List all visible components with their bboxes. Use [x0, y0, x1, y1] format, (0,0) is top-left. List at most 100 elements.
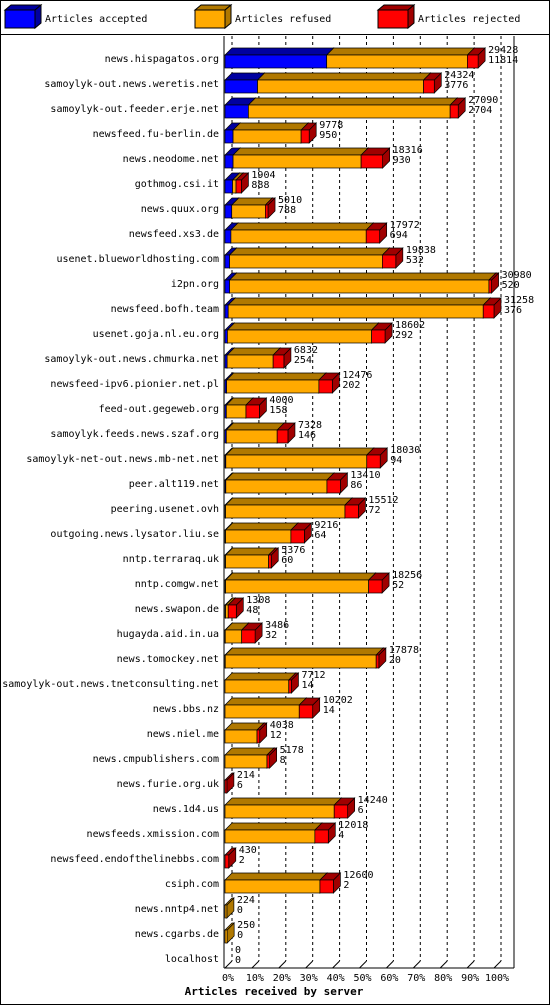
accepted-label: 86: [350, 480, 362, 491]
bar-front: [229, 254, 383, 269]
bar-front: [225, 554, 269, 569]
tick-mark: [466, 960, 475, 969]
bar-front: [224, 329, 228, 344]
bar-segment: [224, 572, 377, 594]
bar-front: [230, 229, 367, 244]
tick-mark: [332, 960, 340, 969]
x-tick-label: 60%: [380, 973, 398, 984]
category-label: usenet.blueworldhosting.com: [56, 254, 219, 265]
bar-front: [326, 479, 341, 494]
total-label: 1308: [246, 595, 270, 606]
bar-segment: [365, 447, 389, 469]
legend-swatch: [377, 9, 409, 29]
bar-front: [276, 429, 289, 444]
legend-label: Articles accepted: [45, 14, 147, 25]
tick-mark: [359, 960, 367, 969]
bar-front: [226, 379, 320, 394]
total-label: 30980: [502, 270, 532, 281]
bar-segment: [422, 72, 443, 94]
bar-top: [256, 72, 432, 81]
bar-front: [482, 304, 495, 319]
bar-segment: [287, 672, 300, 694]
bar-front: [224, 104, 249, 119]
bar-front: [225, 604, 229, 619]
category-label: samoylyk-out.news.chmurka.net: [44, 354, 219, 365]
bar-segment: [449, 97, 467, 119]
x-axis-title: Articles received by server: [185, 985, 364, 998]
bar-segment: [227, 297, 492, 319]
legend-swatch: [194, 9, 226, 29]
bar-front: [371, 329, 386, 344]
bar-top: [224, 547, 277, 556]
bar-top: [224, 47, 335, 56]
bar-front: [235, 179, 242, 194]
total-label: 18602: [395, 320, 425, 331]
bar-top: [224, 472, 335, 481]
bar-segment: [224, 772, 235, 794]
category-label: peering.usenet.ovh: [111, 504, 219, 515]
bar-segment: [482, 297, 502, 319]
bar-front: [224, 679, 290, 694]
tick-mark: [493, 960, 502, 969]
category-label: samoylyk-out.news.tnetconsulting.net: [2, 679, 219, 690]
legend-label: Articles refused: [235, 14, 331, 25]
category-label: news.niel.me: [147, 729, 219, 740]
bar-segment: [290, 522, 313, 544]
legend-swatch: [4, 9, 36, 29]
tick-mark: [251, 960, 260, 969]
bar-front: [232, 154, 362, 169]
bar-segment: [224, 447, 375, 469]
bar-front: [224, 654, 377, 669]
total-label: 12476: [342, 370, 372, 381]
bar-top: [225, 372, 327, 381]
bar-top: [224, 572, 377, 581]
bar-front: [232, 179, 237, 194]
accepted-label: 60: [281, 555, 293, 566]
total-label: 29428: [488, 45, 518, 56]
bar-segment: [256, 72, 432, 94]
bar-front: [229, 279, 490, 294]
bar-front: [467, 54, 479, 69]
bar-front: [326, 54, 468, 69]
category-label: samoylyk.feeds.news.szaf.org: [50, 429, 219, 440]
total-label: 31258: [504, 295, 534, 306]
bar-segment: [224, 672, 297, 694]
bar-front: [227, 604, 237, 619]
accepted-label: 2: [239, 855, 245, 866]
bar-front: [224, 804, 335, 819]
bar-segment: [224, 897, 235, 919]
bar-front: [224, 179, 233, 194]
category-label: newsfeed-ipv6.pionier.net.pl: [50, 379, 219, 390]
bar-segment: [300, 122, 318, 144]
category-label: peer.alt119.net: [129, 479, 219, 490]
bar-front: [224, 629, 243, 644]
tick-mark: [305, 960, 314, 969]
bar-front: [488, 279, 492, 294]
bar-segment: [224, 847, 237, 869]
tick-mark: [439, 960, 448, 969]
bar-segment: [228, 247, 391, 269]
bar-segment: [318, 372, 341, 394]
bar-top: [232, 147, 369, 156]
bar-segment: [240, 622, 263, 644]
bar-segment: [247, 97, 458, 119]
tick-mark: [386, 960, 394, 969]
accepted-label: 48: [246, 605, 258, 616]
bar-front: [224, 704, 300, 719]
category-label: news.1d4.us: [153, 804, 219, 815]
accepted-label: 52: [392, 580, 404, 591]
bar-top: [224, 497, 353, 506]
bar-front: [224, 729, 258, 744]
bar-segment: [230, 222, 375, 244]
bar-top: [224, 697, 308, 706]
bar-segment: [267, 547, 280, 569]
category-label: hugayda.aid.in.ua: [117, 629, 219, 640]
bar-segment: [365, 222, 388, 244]
bar-segment: [367, 572, 390, 594]
bar-front: [225, 479, 328, 494]
bar-top: [226, 347, 281, 356]
bar-segment: [326, 472, 349, 494]
bar-front: [224, 754, 268, 769]
bar-top: [224, 747, 275, 756]
bar-front: [227, 304, 484, 319]
